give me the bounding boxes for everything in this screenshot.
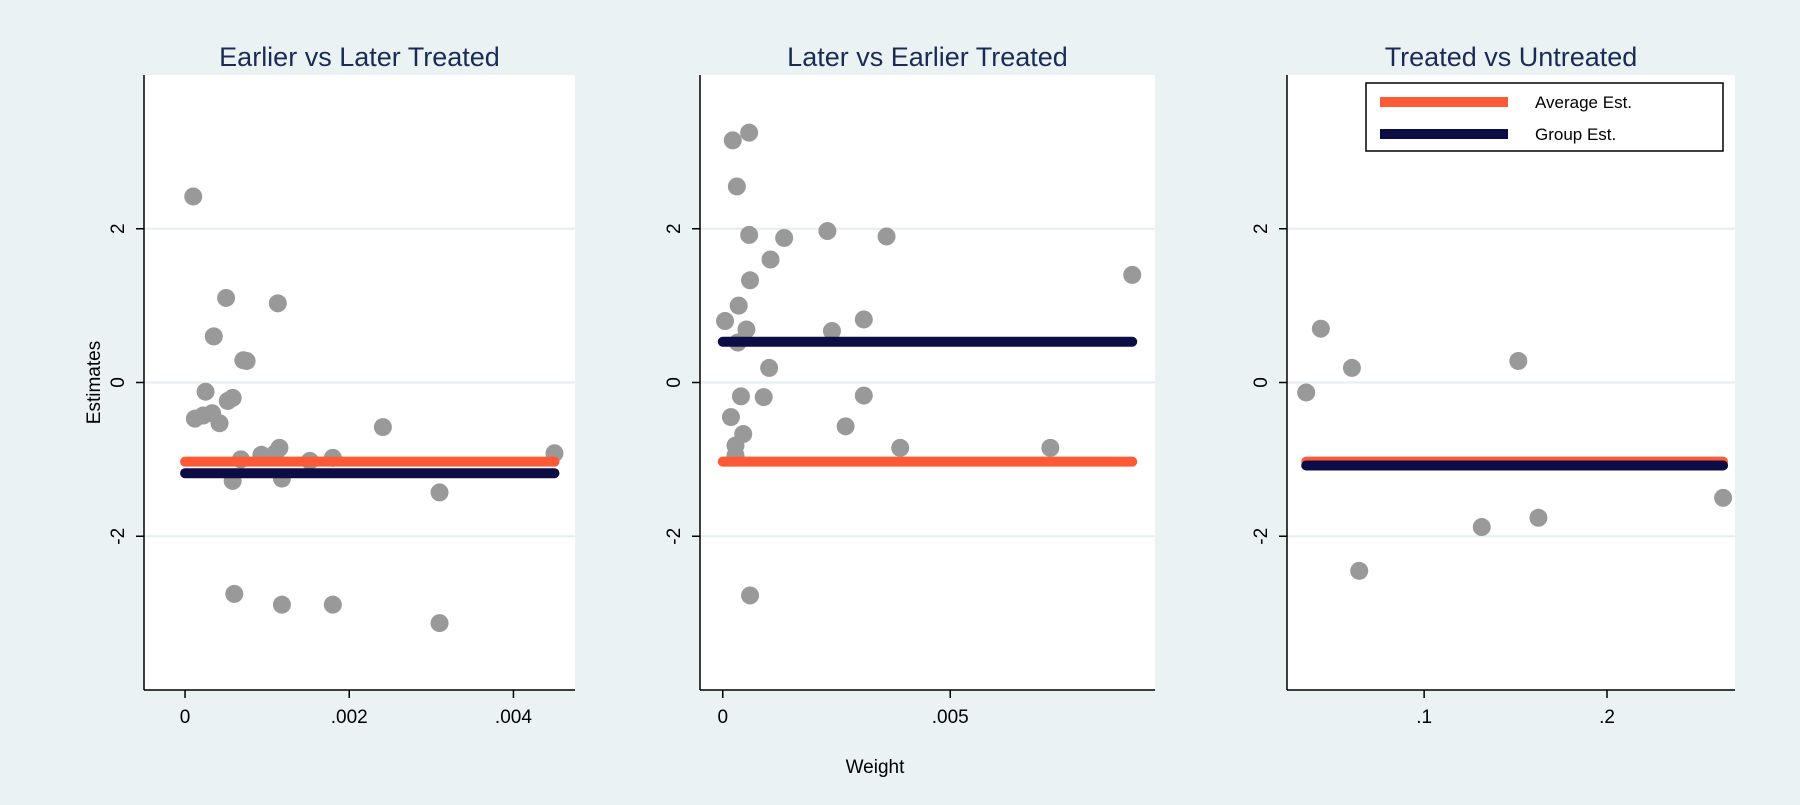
panel-3: -2 0 2 .1 .2 Treated vs Untreated Average Est.… (1251, 42, 1735, 728)
scatter-point (1472, 518, 1491, 537)
scatter-point (818, 222, 837, 241)
scatter-point (204, 327, 223, 346)
x-tick-label: .005 (932, 707, 969, 728)
scatter-point (1311, 319, 1330, 338)
scatter-point (761, 250, 780, 269)
scatter-point (1297, 383, 1316, 402)
y-tick-label: -2 (1251, 528, 1272, 545)
y-tick-label: 2 (664, 223, 685, 234)
x-tick-label: .004 (495, 707, 532, 728)
scatter-point (184, 187, 203, 206)
scatter-point (1714, 488, 1733, 507)
scatter-point (430, 614, 449, 633)
y-tick-label: 2 (1251, 223, 1272, 234)
scatter-point (272, 595, 291, 614)
scatter-point (822, 321, 841, 340)
scatter-point (854, 386, 873, 405)
y-tick-label: 0 (108, 377, 129, 388)
scatter-point (741, 271, 760, 290)
x-tick-label: 0 (717, 707, 728, 728)
scatter-point (740, 123, 759, 142)
average-legend-label: Average Est. (1535, 93, 1632, 112)
scatter-point (268, 294, 287, 313)
y-tick-label: -2 (664, 528, 685, 545)
y-tick-label: -2 (108, 528, 129, 545)
scatter-point (1509, 351, 1528, 370)
x-tick-label: .002 (331, 707, 368, 728)
panel-2: -2 0 2 0 .005 Later vs Earlier Treated (664, 42, 1155, 728)
panel-1: -2 0 2 0 .002 .004 Earlier vs Later Treated Est… (84, 42, 575, 728)
scatter-point (741, 586, 760, 605)
panel-title: Earlier vs Later Treated (219, 42, 500, 72)
scatter-point (754, 388, 773, 407)
scatter-point (217, 288, 236, 307)
scatter-point (731, 387, 750, 406)
scatter-point (727, 177, 746, 196)
scatter-point (836, 417, 855, 436)
group-legend-label: Group Est. (1535, 125, 1616, 144)
scatter-point (729, 296, 748, 315)
scatter-point (891, 438, 910, 457)
x-axis-title: Weight (846, 757, 906, 778)
scatter-point (1529, 508, 1548, 527)
scatter-point (1342, 358, 1361, 377)
scatter-point (210, 414, 229, 433)
scatter-point (270, 438, 289, 457)
scatter-point (737, 320, 756, 339)
y-axis-title: Estimates (84, 341, 105, 424)
scatter-point (716, 312, 735, 330)
scatter-point (734, 425, 753, 444)
scatter-point (223, 388, 242, 407)
scatter-point (225, 584, 244, 603)
scatter-point (237, 351, 256, 370)
panel-title: Later vs Earlier Treated (787, 42, 1068, 72)
x-tick-label: .2 (1599, 707, 1615, 728)
scatter-point (760, 358, 779, 377)
scatter-point (323, 595, 342, 614)
scatter-point (775, 228, 794, 247)
scatter-point (430, 483, 449, 502)
panel-title: Treated vs Untreated (1385, 42, 1638, 72)
scatter-point (1350, 561, 1369, 580)
y-tick-label: 2 (108, 223, 129, 234)
legend: Average Est. Group Est. (1365, 82, 1724, 152)
scatter-point (721, 408, 740, 427)
scatter-point (723, 131, 742, 150)
y-tick-label: 0 (1251, 377, 1272, 388)
x-tick-label: 0 (180, 707, 191, 728)
scatter-point (373, 418, 392, 437)
y-tick-label: 0 (664, 377, 685, 388)
scatter-point (1041, 438, 1060, 457)
scatter-point (1123, 265, 1142, 284)
scatter-point (877, 227, 896, 246)
scatter-point (196, 382, 215, 401)
scatter-point (854, 310, 873, 329)
scatter-point (740, 225, 759, 244)
x-tick-label: .1 (1416, 707, 1432, 728)
legend-box (1365, 82, 1724, 152)
